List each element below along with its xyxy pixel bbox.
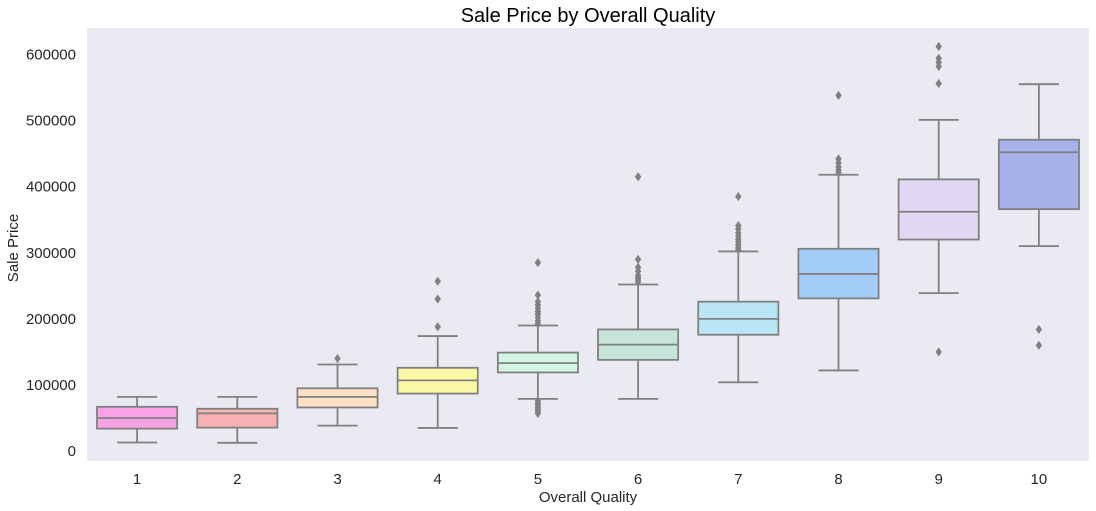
outlier-point [1035,324,1043,335]
y-tick-label: 300000 [26,245,76,262]
box-iqr [997,138,1080,211]
x-tick-label: 1 [133,471,141,488]
box-group-1 [96,395,179,444]
chart-title: Sale Price by Overall Quality [461,5,716,27]
x-tick-label: 5 [534,471,542,488]
y-tick-label: 500000 [26,113,76,130]
x-tick-label: 3 [333,471,341,488]
y-tick-label: 200000 [26,311,76,328]
outlier-point [434,276,441,286]
box-iqr [296,387,379,409]
outlier-point [835,154,842,164]
box-group-3 [296,353,379,427]
y-tick-label: 600000 [26,46,76,63]
box-series [96,41,1080,444]
outlier-point [935,78,942,89]
box-group-9 [897,41,980,357]
box-group-4 [396,276,479,429]
x-tick-label: 6 [634,471,642,488]
x-tick-label: 9 [935,471,943,488]
y-axis-ticks: 0 100000 200000 300000 400000 500000 600000 [26,46,76,460]
x-tick-label: 4 [434,471,442,488]
box-group-5 [496,258,579,419]
x-axis-ticks: 1 2 3 4 5 6 7 8 9 10 [133,471,1047,488]
x-tick-label: 7 [734,471,742,488]
outlier-point [735,221,742,231]
x-tick-label: 8 [834,471,842,488]
outlier-point [434,294,441,304]
outlier-point [935,41,942,52]
outlier-point [634,254,642,264]
outlier-point [334,353,341,364]
outlier-point [434,322,441,332]
box-iqr [196,407,279,429]
box-iqr [897,178,980,241]
outlier-point [935,347,942,357]
y-axis-title: Sale Price [5,214,22,282]
outlier-point [534,258,542,268]
plot-area [87,28,1089,461]
box-group-2 [196,395,279,444]
x-axis-title: Overall Quality [539,489,638,506]
outlier-point [534,297,542,307]
outlier-point [735,191,742,202]
box-group-10 [997,83,1080,350]
x-tick-label: 2 [233,471,241,488]
box-group-6 [597,172,680,400]
y-tick-label: 0 [68,443,76,460]
outlier-point [634,172,642,182]
outlier-point [534,290,542,300]
outlier-point [1035,340,1043,350]
box-group-7 [697,191,780,384]
y-tick-label: 100000 [26,377,76,394]
y-tick-label: 400000 [26,179,76,196]
outlier-point [935,53,942,64]
outlier-point [835,90,842,101]
box-group-8 [797,90,880,372]
x-tick-label: 10 [1031,471,1048,488]
outlier-point [534,396,542,406]
outlier-point [634,262,642,272]
